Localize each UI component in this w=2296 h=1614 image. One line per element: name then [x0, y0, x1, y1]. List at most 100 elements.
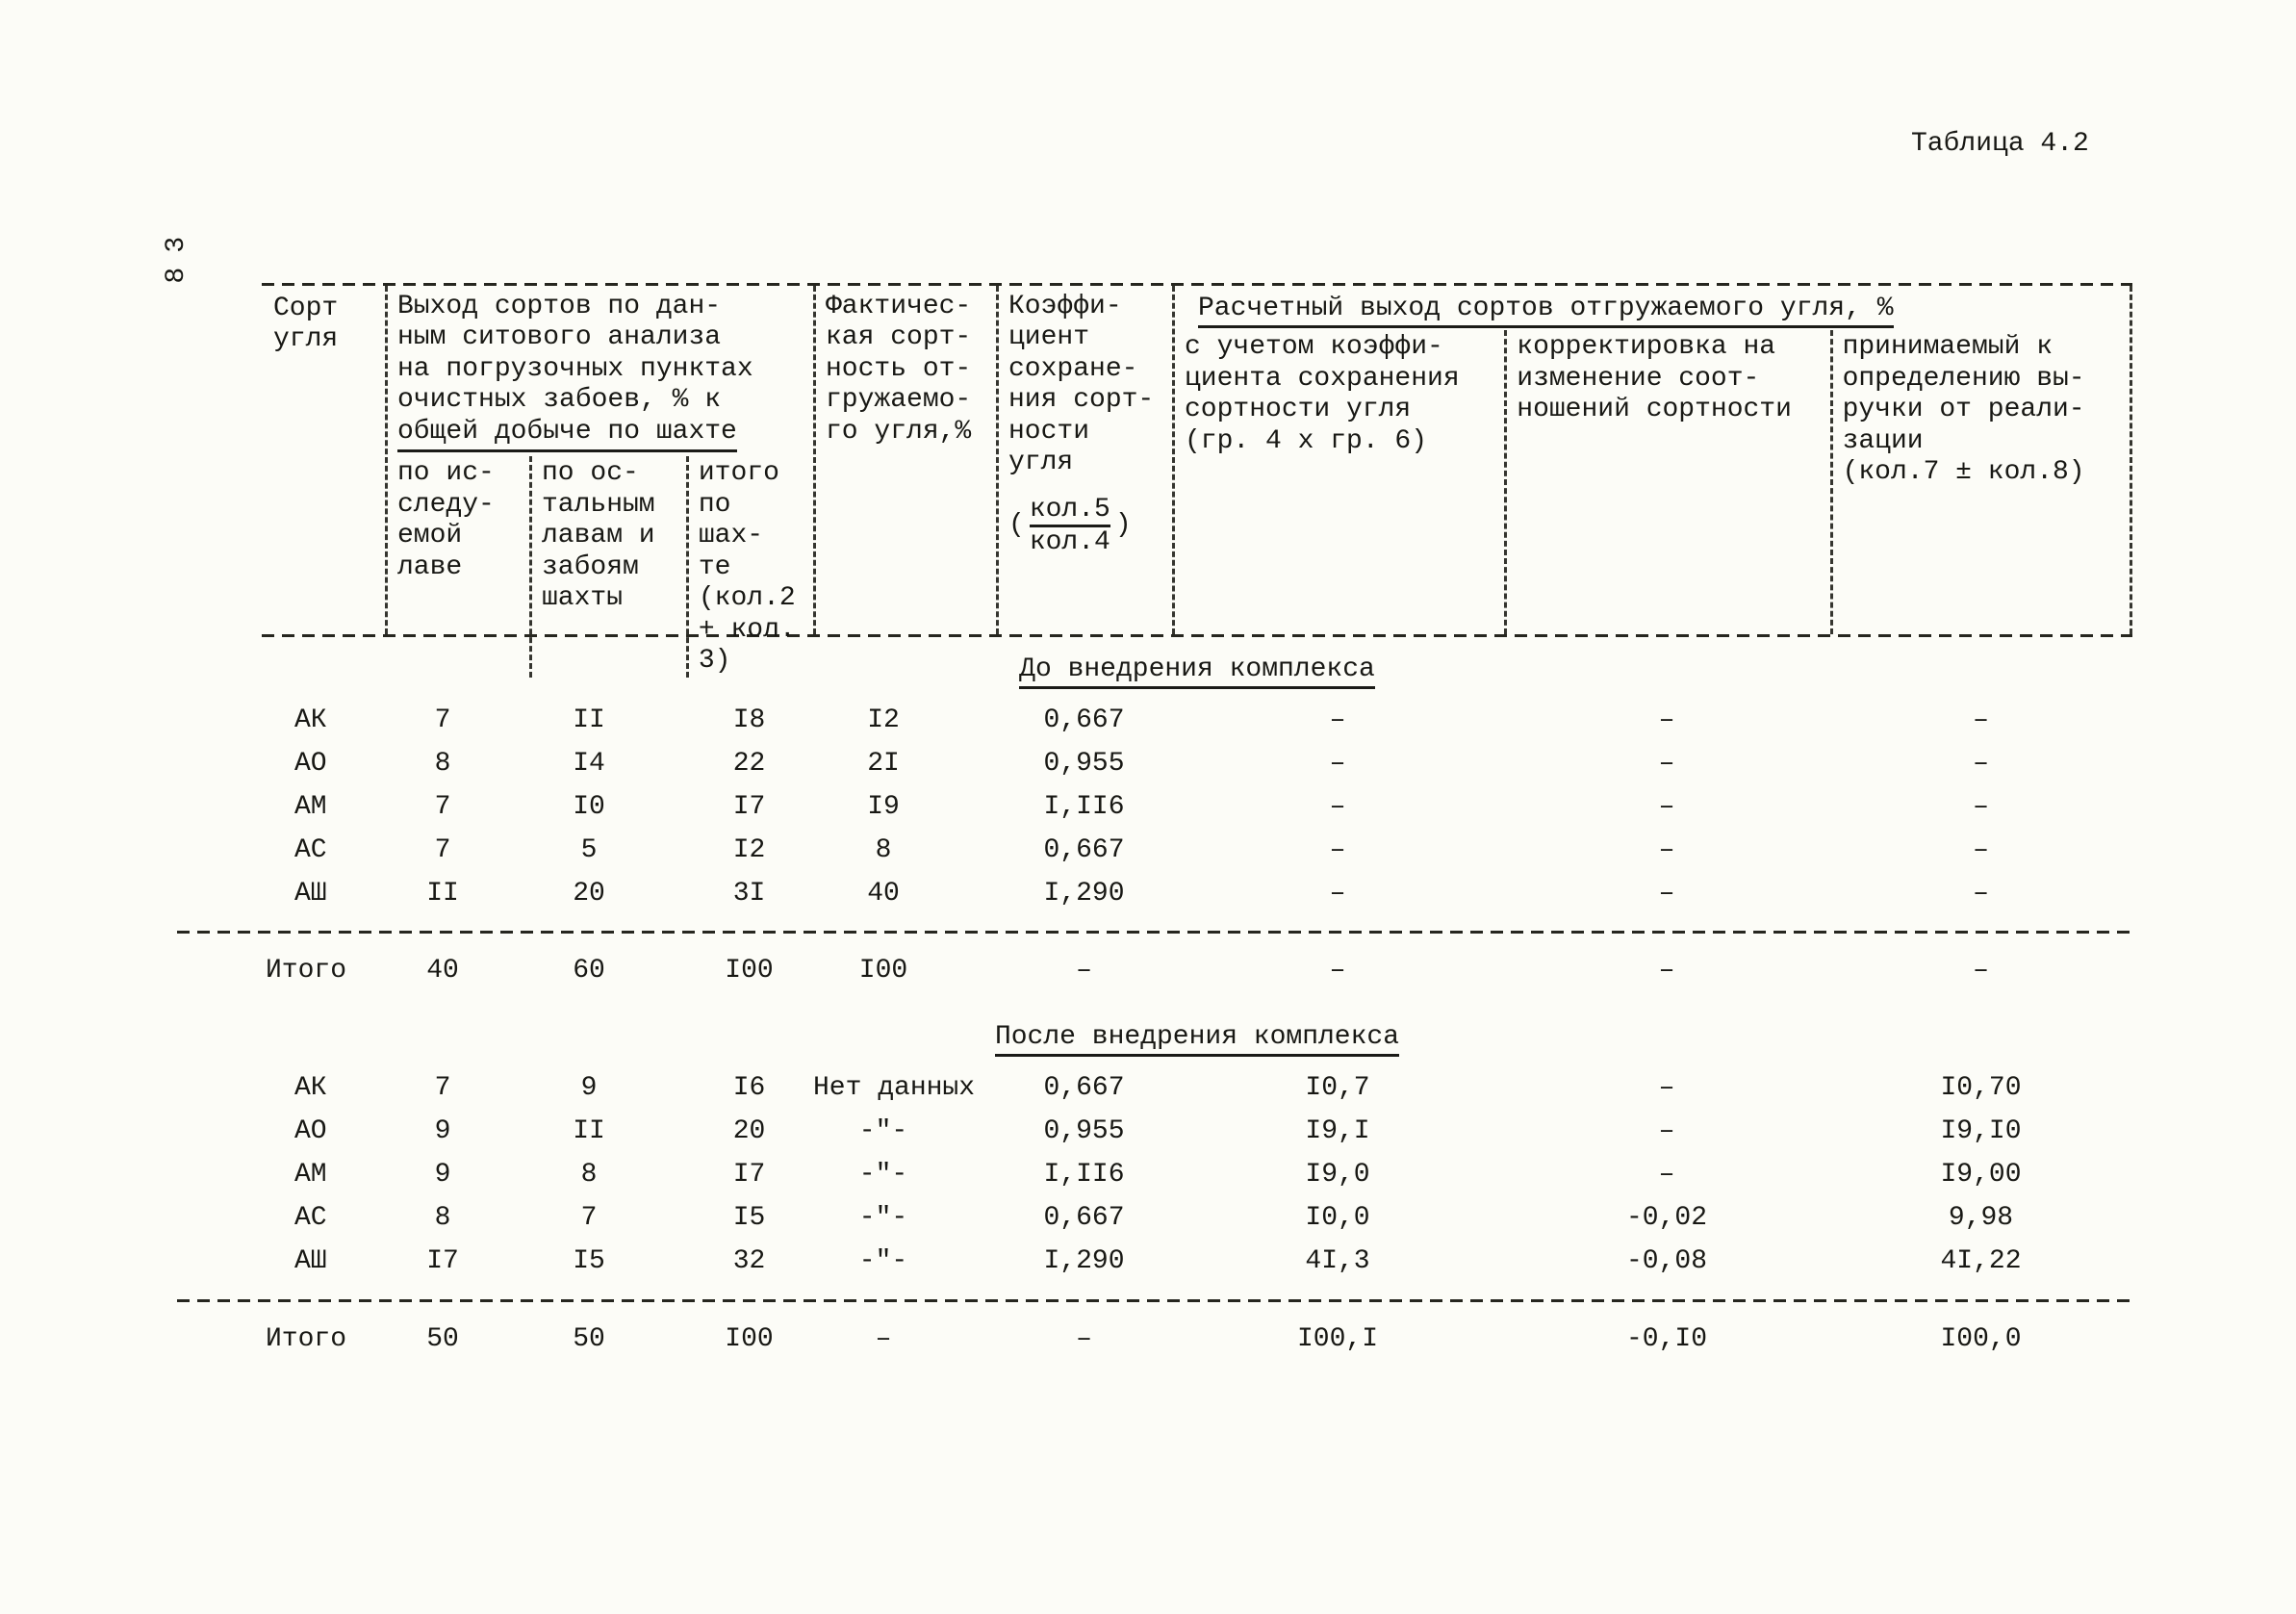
cell-sort: АС [294, 1203, 327, 1234]
cell: I2 [867, 705, 900, 735]
header-coefficient-fraction: ( кол.5 кол.4 ) [1008, 495, 1170, 558]
cell: – [1076, 956, 1092, 986]
table-body: До внедрения комплекса АК 7 II I8 I2 0,6… [177, 654, 2132, 1364]
total-row: Итого 40 60 I00 I00 – – – – [262, 947, 2132, 995]
cell: 50 [426, 1323, 459, 1354]
cell: – [1329, 705, 1346, 735]
cell: 3I [732, 878, 766, 909]
cell: I7 [732, 1160, 766, 1191]
cell: I0 [573, 791, 605, 822]
cell: 2I [867, 748, 900, 779]
cell: II [426, 878, 459, 909]
cell: 40 [426, 956, 459, 986]
cell: 8 [875, 834, 892, 865]
cell: I0,7 [1305, 1073, 1370, 1104]
page-number-digit: 8 [162, 268, 192, 285]
cell: I8 [732, 705, 766, 735]
header-group-sieve: Выход сортов по дан- ным ситового анализ… [385, 286, 813, 678]
coal-sorts-table: Сорт угля Выход сортов по дан- ным ситов… [177, 283, 2132, 1364]
cell: – [1658, 834, 1675, 865]
cell: I,290 [1043, 878, 1125, 909]
cell: -"- [858, 1203, 908, 1234]
header-group-sieve-title-text: Выход сортов по дан- ным ситового анализ… [397, 292, 753, 416]
cell: 7 [434, 834, 451, 865]
header-fact-grade: Фактичес- кая сорт- ность от- гружаемо- … [813, 286, 996, 634]
header-sub-mine-total: итого по шах- те (кол.2 + кол. 3) [685, 456, 813, 678]
cell: 40 [867, 878, 900, 909]
cell: – [1973, 956, 1989, 986]
cell: I4 [573, 748, 605, 779]
cell: II [573, 1116, 605, 1147]
cell: – [1329, 834, 1346, 865]
cell: 9 [434, 1116, 451, 1147]
cell: I,II6 [1043, 1160, 1125, 1191]
cell: 0,667 [1043, 1203, 1125, 1234]
cell: I9,I0 [1940, 1116, 2022, 1147]
fraction-numerator: кол.5 [1029, 495, 1110, 528]
cell: 9,98 [1948, 1203, 2014, 1234]
cell: 7 [434, 1073, 451, 1104]
cell: -"- [858, 1116, 908, 1147]
table-row: АО 9 II 20 -"- 0,955 I9,I – I9,I0 [262, 1111, 2132, 1154]
table-header: Сорт угля Выход сортов по дан- ным ситов… [262, 286, 2132, 678]
cell: 8 [434, 748, 451, 779]
cell: -"- [858, 1246, 908, 1277]
cell: I9,00 [1940, 1160, 2022, 1191]
cell: – [1329, 956, 1346, 986]
cell: 4I,3 [1305, 1246, 1370, 1277]
cell: I,290 [1043, 1246, 1125, 1277]
cell-sort: АШ [294, 1246, 327, 1277]
cell: – [1658, 1116, 1675, 1147]
cell: 7 [434, 705, 451, 735]
cell: 9 [434, 1160, 451, 1191]
cell-sort: АМ [294, 791, 327, 822]
cell: 0,667 [1043, 705, 1125, 735]
cell: I9,0 [1305, 1160, 1370, 1191]
header-sub-with-coef: с учетом коэффи- циента сохранения сортн… [1185, 332, 1460, 456]
header-sub-other-lavas: по ос- тальным лавам и забоям шахты [528, 456, 686, 678]
total-row: Итого 50 50 I00 – – I00,I -0,I0 I00,0 [262, 1316, 2132, 1364]
cell: 0,955 [1043, 748, 1125, 779]
cell: – [1973, 705, 1989, 735]
header-sub-final: принимаемый к определению вы- ручки от р… [1829, 330, 2130, 634]
cell: – [1973, 791, 1989, 822]
header-sub-lava: по ис- следу- емой лаве [397, 458, 495, 582]
cell: – [1329, 748, 1346, 779]
cell: 20 [573, 878, 605, 909]
cell: 8 [434, 1203, 451, 1234]
cell: 5 [580, 834, 598, 865]
cell: – [1076, 1323, 1092, 1354]
cell: – [1329, 791, 1346, 822]
fraction-stack: кол.5 кол.4 [1029, 495, 1110, 558]
cell: – [1658, 748, 1675, 779]
cell: 0,667 [1043, 1073, 1125, 1104]
table-row: АК 7 II I8 I2 0,667 – – – [262, 699, 2132, 742]
cell: – [1329, 878, 1346, 909]
cell: – [875, 1323, 892, 1354]
table-row: АО 8 I4 22 2I 0,955 – – – [262, 742, 2132, 785]
total-separator-rule [177, 1298, 2132, 1302]
cell: 32 [732, 1246, 766, 1277]
page-number-digit: 3 [162, 236, 192, 253]
table-row: АШ II 20 3I 40 I,290 – – – [262, 872, 2132, 915]
cell: I0,0 [1305, 1203, 1370, 1234]
cell: I7 [426, 1246, 459, 1277]
table-row: АМ 7 I0 I7 I9 I,II6 – – – [262, 785, 2132, 829]
fraction-close-paren: ) [1114, 510, 1132, 541]
cell: -0,I0 [1625, 1323, 1707, 1354]
page-number: 3 8 [162, 229, 191, 292]
cell-sort: АШ [294, 878, 327, 909]
cell-sort: АМ [294, 1160, 327, 1191]
cell: I6 [732, 1073, 766, 1104]
cell: 20 [732, 1116, 766, 1147]
cell: 22 [732, 748, 766, 779]
cell-sort: АО [294, 1116, 327, 1147]
cell: I2 [732, 834, 766, 865]
total-separator-rule [177, 931, 2132, 935]
header-group-sieve-title: Выход сортов по дан- ным ситового анализ… [388, 286, 813, 453]
cell: – [1973, 748, 1989, 779]
cell-sort: АО [294, 748, 327, 779]
cell: 50 [573, 1323, 605, 1354]
cell: -"- [858, 1160, 908, 1191]
